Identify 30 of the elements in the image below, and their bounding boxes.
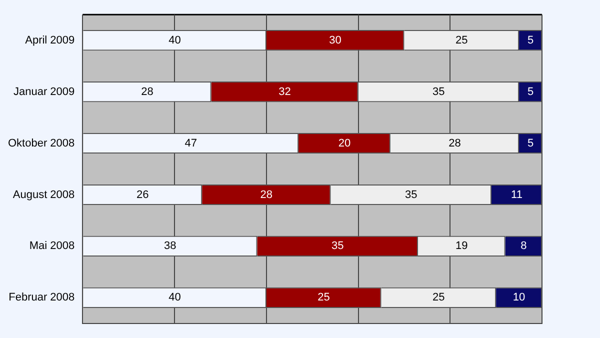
data-label: 40: [168, 292, 181, 304]
data-label: 5: [527, 86, 534, 98]
data-label: 8: [520, 240, 527, 252]
data-label: 28: [448, 137, 461, 150]
data-label: 35: [331, 240, 344, 252]
data-label: 11: [511, 188, 522, 201]
data-label: 30: [329, 34, 342, 46]
data-label: 35: [432, 86, 445, 98]
data-label: 28: [141, 86, 154, 98]
data-label: 47: [184, 137, 197, 150]
data-label: 40: [168, 34, 181, 46]
y-tick-label: Oktober 2008: [8, 137, 75, 150]
y-tick-label: April 2009: [25, 34, 75, 46]
data-label: 25: [432, 292, 445, 304]
data-label: 5: [527, 137, 534, 150]
data-label: 28: [260, 188, 273, 201]
y-tick-label: Januar 2009: [13, 86, 75, 98]
data-label: 5: [527, 34, 534, 46]
data-label: 38: [164, 240, 176, 252]
data-label: 20: [338, 137, 351, 150]
data-label: 35: [404, 188, 418, 201]
data-label: 25: [455, 34, 468, 46]
data-label: 25: [318, 292, 330, 304]
data-label: 19: [455, 240, 468, 252]
y-tick-label: Mai 2008: [29, 240, 75, 252]
data-label: 26: [136, 188, 149, 201]
data-label: 10: [512, 292, 526, 304]
data-label: 32: [278, 86, 291, 98]
y-tick-label: Februar 2008: [8, 292, 75, 304]
y-tick-label: August 2008: [12, 188, 75, 201]
